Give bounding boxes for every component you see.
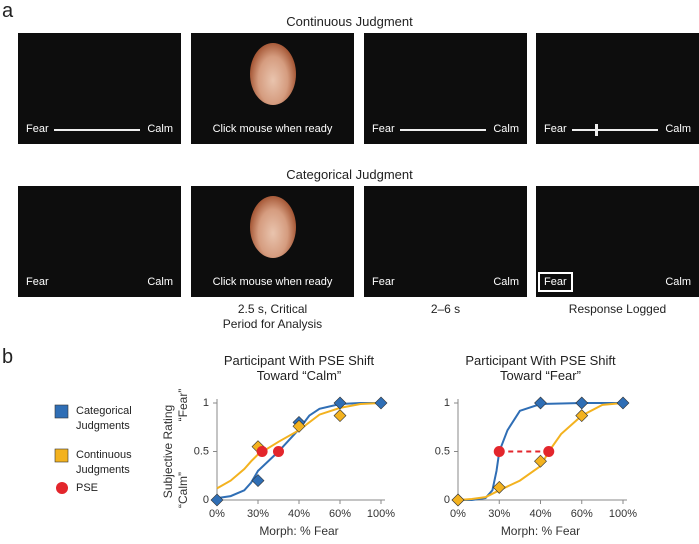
left-label: Fear [544, 123, 567, 135]
y-axis-label: Subjective Rating [161, 405, 175, 498]
x-tick-label: 100% [367, 508, 395, 520]
x-axis-label: Morph: % Fear [259, 524, 338, 538]
y-tick-label: 0.5 [435, 445, 450, 457]
x-tick-label: 100% [609, 508, 637, 520]
left-label: Fear [26, 123, 49, 135]
stimulus-frame: Fear Calm [364, 33, 527, 144]
x-axis-label: Morph: % Fear [501, 524, 580, 538]
legend-marker [54, 448, 69, 463]
x-tick-label: 60% [571, 508, 593, 520]
legend-marker [54, 404, 69, 419]
y-tick-label: 1 [203, 397, 209, 409]
caption: 2–6 s [430, 302, 461, 316]
left-label: Fear [538, 272, 573, 292]
panel-label: a [2, 0, 14, 22]
left-label: Fear [372, 123, 395, 135]
rating-slider [572, 129, 658, 131]
x-tick-label: 40% [529, 508, 551, 520]
rating-slider [54, 129, 140, 131]
stimulus-frame: Click mouse when ready [191, 33, 354, 144]
fit-curve [216, 402, 382, 490]
row-title: Categorical Judgment [286, 167, 413, 182]
data-point [374, 396, 388, 410]
row-title: Continuous Judgment [286, 14, 413, 29]
legend-label: Categorical Judgments [76, 405, 132, 432]
x-tick-label: 30% [247, 508, 269, 520]
data-point [534, 396, 547, 410]
right-label: Calm [665, 123, 691, 135]
slider-thumb [595, 124, 598, 136]
prompt: Click mouse when ready [212, 123, 333, 135]
x-tick-label: 60% [329, 508, 351, 520]
y-top-label: “Fear” [176, 389, 190, 422]
data-point [534, 454, 547, 468]
fit-curve [458, 402, 623, 501]
data-point [251, 474, 265, 488]
chart-title: Participant With PSE Shift Toward “Calm” [223, 353, 375, 383]
caption: 2.5 s, Critical Period for Analysis [222, 302, 323, 331]
left-label: Fear [372, 276, 395, 288]
face-stimulus [250, 43, 296, 105]
right-label: Calm [147, 123, 173, 135]
face-stimulus [250, 196, 296, 258]
y-bottom-label: “Calm” [176, 472, 190, 508]
chart-title: Participant With PSE Shift Toward “Fear” [465, 353, 616, 383]
data-point [333, 409, 347, 423]
stimulus-frame: Fear Calm [364, 186, 527, 297]
x-tick-label: 40% [288, 508, 310, 520]
legend-label: Continuous Judgments [76, 449, 132, 476]
right-label: Calm [493, 276, 519, 288]
left-label: Fear [26, 276, 49, 288]
legend-marker [56, 482, 68, 494]
legend-label: PSE [76, 482, 99, 494]
right-label: Calm [665, 276, 691, 288]
rating-slider [400, 129, 486, 131]
data-point [575, 409, 589, 423]
data-point [210, 493, 224, 507]
right-label: Calm [493, 123, 519, 135]
fit-curve [457, 402, 624, 501]
right-label: Calm [147, 276, 173, 288]
y-tick-label: 0 [444, 494, 450, 506]
pse-point [543, 446, 555, 457]
pse-point [273, 446, 284, 457]
stimulus-frame: Fear Calm [18, 33, 181, 144]
caption: Response Logged [568, 302, 667, 316]
x-tick-label: 0% [209, 508, 225, 520]
panel-label: b [2, 346, 14, 368]
data-point [451, 493, 465, 507]
y-tick-label: 0.5 [194, 445, 209, 457]
stimulus-frame: Fear Calm [536, 33, 699, 144]
data-point [616, 396, 630, 410]
y-tick-label: 0 [203, 494, 209, 506]
x-tick-label: 30% [488, 508, 510, 520]
stimulus-frame: Fear Calm [536, 186, 699, 297]
data-point [492, 480, 506, 494]
data-point [333, 396, 347, 410]
pse-point [493, 446, 505, 457]
data-point [575, 396, 589, 410]
stimulus-frame: Click mouse when ready [191, 186, 354, 297]
x-tick-label: 0% [450, 508, 466, 520]
stimulus-frame: Fear Calm [18, 186, 181, 297]
data-point [292, 419, 306, 433]
pse-point [256, 446, 268, 457]
prompt: Click mouse when ready [212, 276, 333, 288]
y-tick-label: 1 [444, 397, 450, 409]
